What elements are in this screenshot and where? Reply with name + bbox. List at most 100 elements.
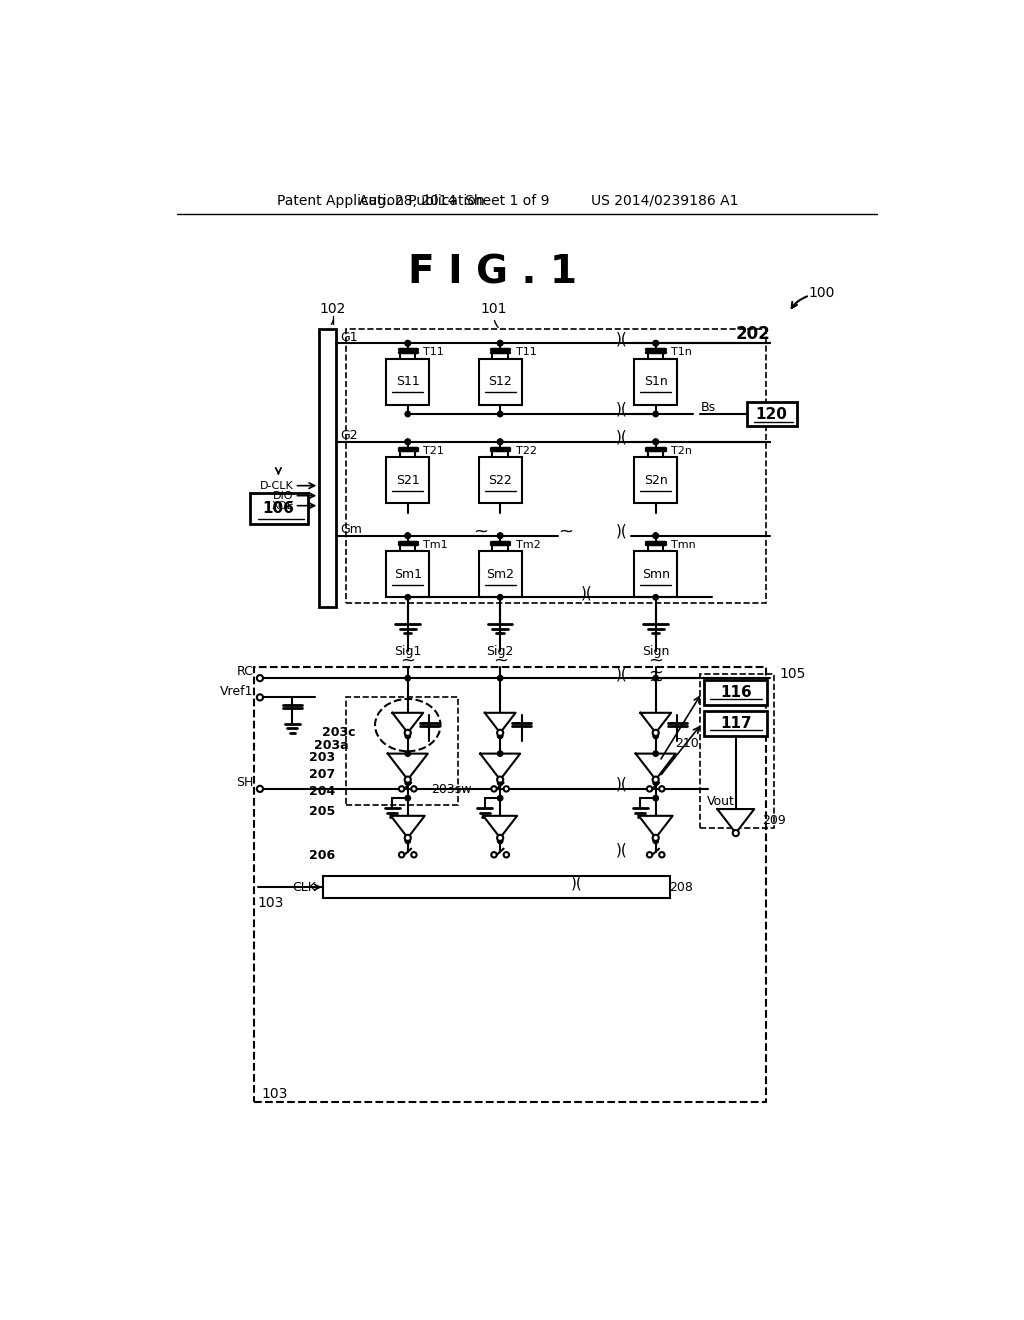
Text: Vref1: Vref1 [220, 685, 254, 698]
Bar [478, 457, 521, 503]
Text: ~: ~ [473, 523, 488, 540]
Circle shape [406, 796, 411, 801]
Text: DIO: DIO [273, 491, 294, 500]
Text: S11: S11 [396, 375, 420, 388]
Circle shape [653, 780, 658, 785]
Circle shape [653, 533, 658, 539]
Text: S22: S22 [488, 474, 512, 487]
Text: )(: )( [616, 429, 628, 445]
Circle shape [406, 751, 411, 756]
Text: Tmn: Tmn [671, 540, 696, 550]
Circle shape [653, 676, 658, 681]
Text: 208: 208 [669, 880, 692, 894]
Text: Patent Application Publication: Patent Application Publication [276, 194, 484, 207]
Text: S1n: S1n [644, 375, 668, 388]
Circle shape [498, 533, 503, 539]
Bar [700, 675, 773, 829]
Text: )(: )( [571, 875, 583, 890]
Circle shape [406, 838, 411, 843]
Circle shape [653, 533, 658, 539]
Circle shape [498, 341, 503, 346]
Circle shape [406, 533, 411, 539]
Text: 100: 100 [808, 286, 835, 300]
Text: 120: 120 [756, 407, 787, 421]
Circle shape [399, 787, 404, 792]
Text: )(: )( [616, 524, 628, 539]
Text: T22: T22 [515, 446, 537, 455]
Text: ~: ~ [648, 672, 664, 689]
Text: Sign: Sign [642, 644, 670, 657]
Polygon shape [636, 754, 676, 780]
Text: 203: 203 [309, 751, 335, 764]
Text: ~: ~ [648, 652, 664, 669]
Circle shape [498, 440, 503, 445]
Text: 206: 206 [309, 849, 335, 862]
Circle shape [406, 733, 411, 739]
Text: ~: ~ [400, 652, 416, 669]
Circle shape [653, 341, 658, 346]
Circle shape [498, 533, 503, 539]
Circle shape [498, 733, 503, 739]
Circle shape [492, 853, 497, 858]
Text: Sig2: Sig2 [486, 644, 514, 657]
Text: T11: T11 [423, 347, 444, 358]
Text: T21: T21 [423, 446, 444, 455]
Text: 106: 106 [262, 502, 294, 516]
Circle shape [498, 676, 503, 681]
Bar [634, 359, 677, 405]
Text: 103: 103 [258, 896, 284, 911]
Polygon shape [480, 754, 520, 780]
Text: 205: 205 [309, 805, 336, 818]
Text: 203c: 203c [322, 726, 355, 739]
Circle shape [498, 341, 503, 346]
Circle shape [653, 733, 658, 739]
Text: 210: 210 [675, 737, 698, 750]
Circle shape [406, 780, 411, 785]
Circle shape [406, 676, 411, 681]
Text: T11: T11 [515, 347, 537, 358]
Circle shape [257, 785, 263, 792]
Circle shape [504, 787, 509, 792]
Text: 102: 102 [319, 302, 346, 317]
Text: SH: SH [237, 776, 254, 789]
Bar [323, 876, 670, 898]
Text: Sig1: Sig1 [394, 644, 422, 657]
Circle shape [406, 341, 411, 346]
Text: CLK: CLK [292, 880, 316, 894]
Text: T1n: T1n [671, 347, 692, 358]
Bar [705, 711, 767, 737]
Circle shape [653, 594, 658, 601]
Bar [478, 552, 521, 598]
Polygon shape [392, 713, 423, 733]
Circle shape [406, 440, 411, 445]
Circle shape [652, 834, 658, 841]
Text: Sm1: Sm1 [394, 568, 422, 581]
Text: Tm1: Tm1 [423, 540, 447, 550]
Text: )(: )( [616, 842, 628, 858]
Text: )(: )( [616, 401, 628, 417]
Text: Sm2: Sm2 [486, 568, 514, 581]
Text: )(: )( [616, 667, 628, 681]
Text: F I G . 1: F I G . 1 [408, 253, 577, 292]
Polygon shape [717, 809, 755, 833]
Circle shape [404, 730, 411, 737]
Text: XOE: XOE [271, 500, 294, 511]
Text: S2n: S2n [644, 474, 668, 487]
Bar [386, 552, 429, 598]
Bar [386, 359, 429, 405]
Circle shape [257, 675, 263, 681]
Circle shape [652, 776, 658, 783]
Text: S12: S12 [488, 375, 512, 388]
Text: 105: 105 [779, 668, 806, 681]
Text: G2: G2 [340, 429, 357, 442]
Text: T2n: T2n [671, 446, 692, 455]
Polygon shape [388, 754, 428, 780]
Text: 202: 202 [736, 325, 770, 343]
Text: )(: )( [616, 776, 628, 792]
Circle shape [653, 341, 658, 346]
Circle shape [498, 780, 503, 785]
Circle shape [504, 853, 509, 858]
Circle shape [497, 834, 503, 841]
Bar [634, 457, 677, 503]
Circle shape [498, 796, 503, 801]
